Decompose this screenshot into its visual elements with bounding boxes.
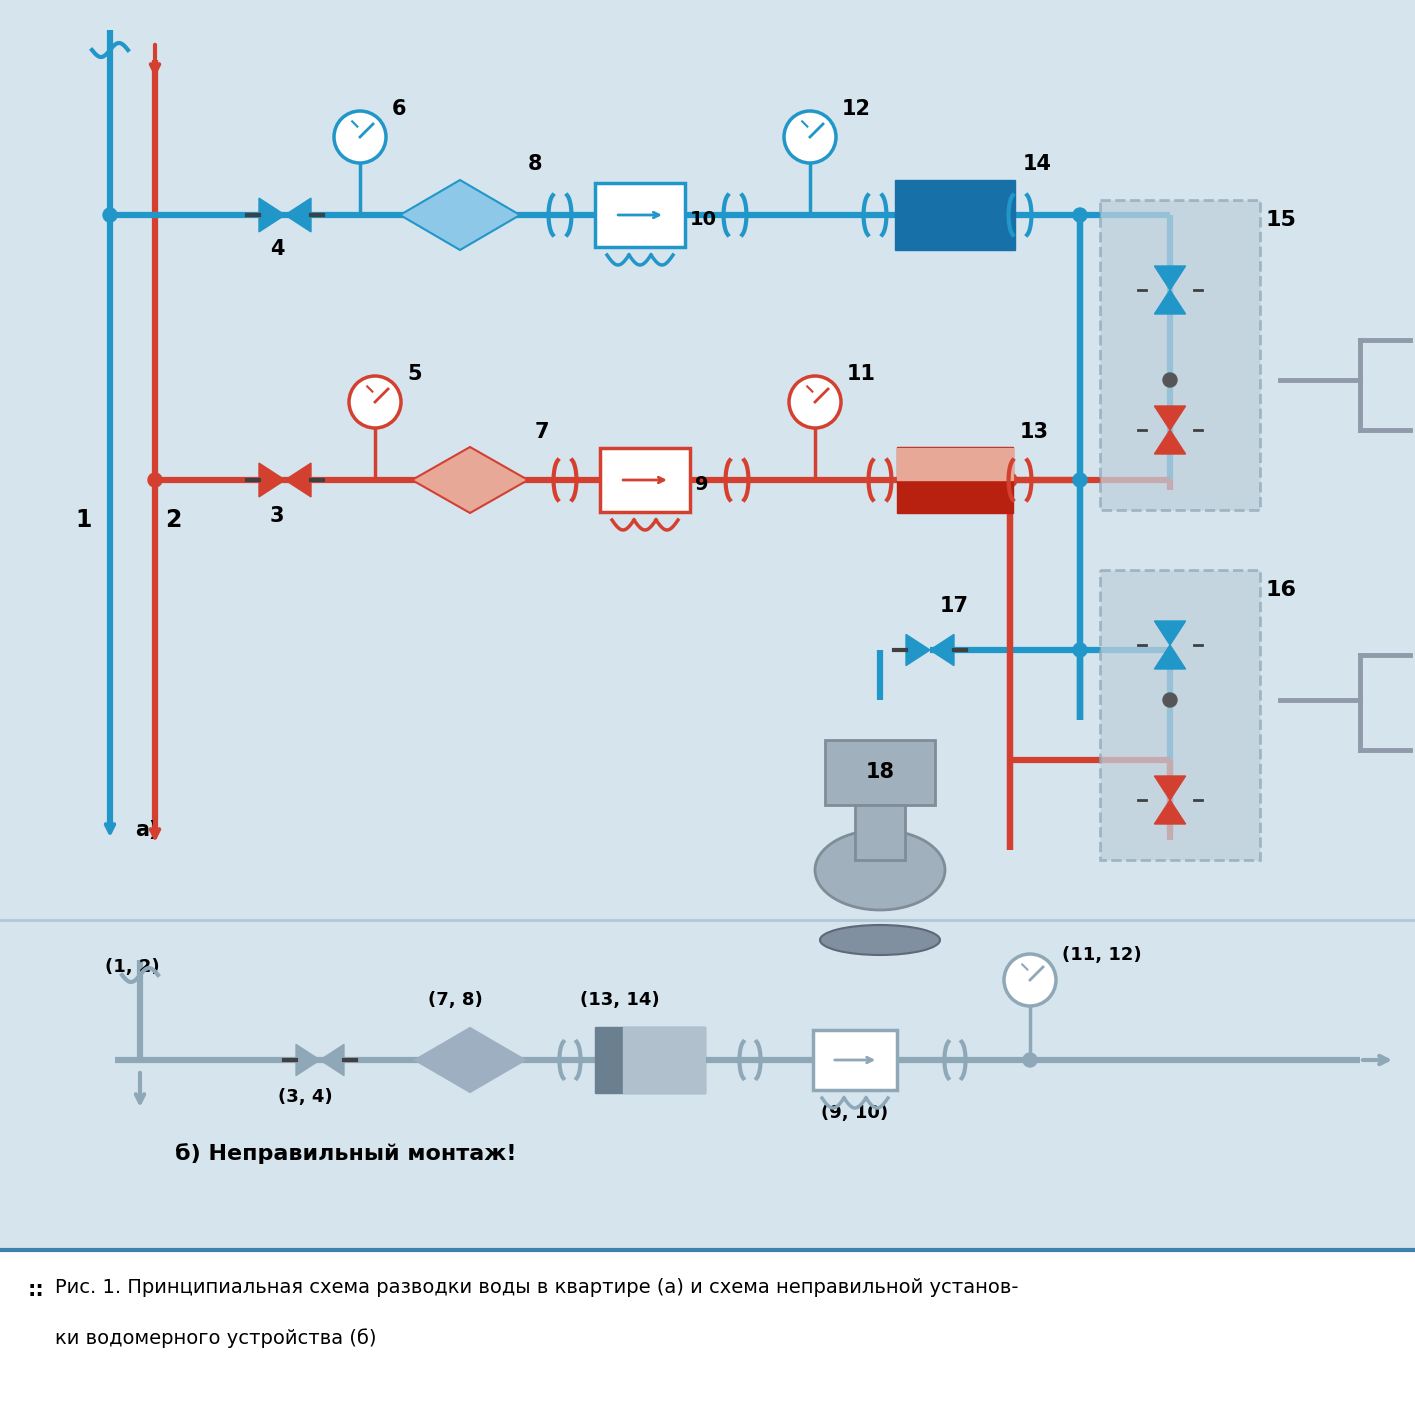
Text: 15: 15: [1265, 210, 1296, 230]
Circle shape: [1073, 209, 1087, 223]
Polygon shape: [1155, 430, 1186, 454]
Bar: [594, 1027, 705, 1093]
Text: 1: 1: [75, 509, 92, 533]
Bar: [896, 180, 1015, 249]
Polygon shape: [1155, 776, 1186, 800]
Bar: [825, 740, 935, 805]
Text: 13: 13: [1020, 423, 1049, 442]
Circle shape: [784, 111, 836, 163]
Circle shape: [334, 111, 386, 163]
Text: (9, 10): (9, 10): [822, 1105, 889, 1122]
Polygon shape: [296, 1044, 320, 1075]
Ellipse shape: [821, 924, 940, 955]
Bar: [897, 448, 1013, 480]
Text: (11, 12): (11, 12): [1063, 945, 1142, 964]
Circle shape: [149, 473, 161, 488]
Polygon shape: [1155, 621, 1186, 645]
Polygon shape: [930, 634, 954, 665]
Bar: [600, 448, 691, 511]
Polygon shape: [1155, 290, 1186, 314]
Text: (7, 8): (7, 8): [427, 991, 483, 1009]
Polygon shape: [259, 199, 284, 232]
Polygon shape: [284, 464, 311, 497]
Polygon shape: [906, 634, 930, 665]
Polygon shape: [320, 1044, 344, 1075]
Bar: [594, 183, 685, 247]
Polygon shape: [1155, 800, 1186, 824]
Text: 2: 2: [166, 509, 181, 533]
Text: 3: 3: [270, 506, 284, 526]
Circle shape: [790, 376, 841, 428]
Text: а): а): [134, 820, 158, 840]
Bar: [1099, 200, 1259, 510]
Polygon shape: [1155, 645, 1186, 669]
Text: 16: 16: [1265, 581, 1296, 600]
Polygon shape: [284, 199, 311, 232]
Circle shape: [1163, 693, 1177, 707]
Ellipse shape: [815, 830, 945, 910]
Text: ::: ::: [28, 1279, 45, 1301]
Text: 4: 4: [270, 240, 284, 259]
Bar: [855, 805, 906, 859]
Circle shape: [1023, 1053, 1037, 1067]
Bar: [814, 1030, 897, 1091]
Circle shape: [1163, 373, 1177, 387]
Circle shape: [1003, 473, 1017, 488]
Text: 7: 7: [535, 423, 549, 442]
Polygon shape: [415, 1029, 525, 1092]
Circle shape: [1073, 643, 1087, 657]
Bar: [1099, 571, 1259, 859]
Polygon shape: [259, 464, 284, 497]
Text: ки водомерного устройства (б): ки водомерного устройства (б): [55, 1329, 376, 1347]
Text: (3, 4): (3, 4): [277, 1088, 333, 1106]
Text: 11: 11: [848, 364, 876, 385]
Bar: [0, 1250, 1415, 1409]
Polygon shape: [1155, 406, 1186, 430]
Polygon shape: [1155, 266, 1186, 290]
Bar: [897, 447, 1013, 513]
Text: 12: 12: [842, 99, 872, 118]
Text: (13, 14): (13, 14): [580, 991, 659, 1009]
Text: 14: 14: [1023, 154, 1051, 173]
Circle shape: [1005, 954, 1056, 1006]
Text: 10: 10: [691, 210, 717, 230]
Polygon shape: [412, 447, 528, 513]
Text: 6: 6: [392, 99, 406, 118]
Circle shape: [350, 376, 400, 428]
Polygon shape: [400, 180, 519, 249]
Text: 18: 18: [866, 762, 894, 782]
Bar: [623, 1027, 705, 1093]
Circle shape: [1073, 473, 1087, 488]
Text: 5: 5: [408, 364, 422, 385]
Circle shape: [103, 209, 117, 223]
Text: 9: 9: [695, 475, 709, 495]
Text: 17: 17: [940, 596, 969, 616]
Text: (1, 2): (1, 2): [105, 958, 160, 976]
Text: 8: 8: [528, 154, 542, 173]
Text: Рис. 1. Принципиальная схема разводки воды в квартире (а) и схема неправильной у: Рис. 1. Принципиальная схема разводки во…: [55, 1278, 1019, 1298]
Text: б) Неправильный монтаж!: б) Неправильный монтаж!: [175, 1143, 516, 1164]
